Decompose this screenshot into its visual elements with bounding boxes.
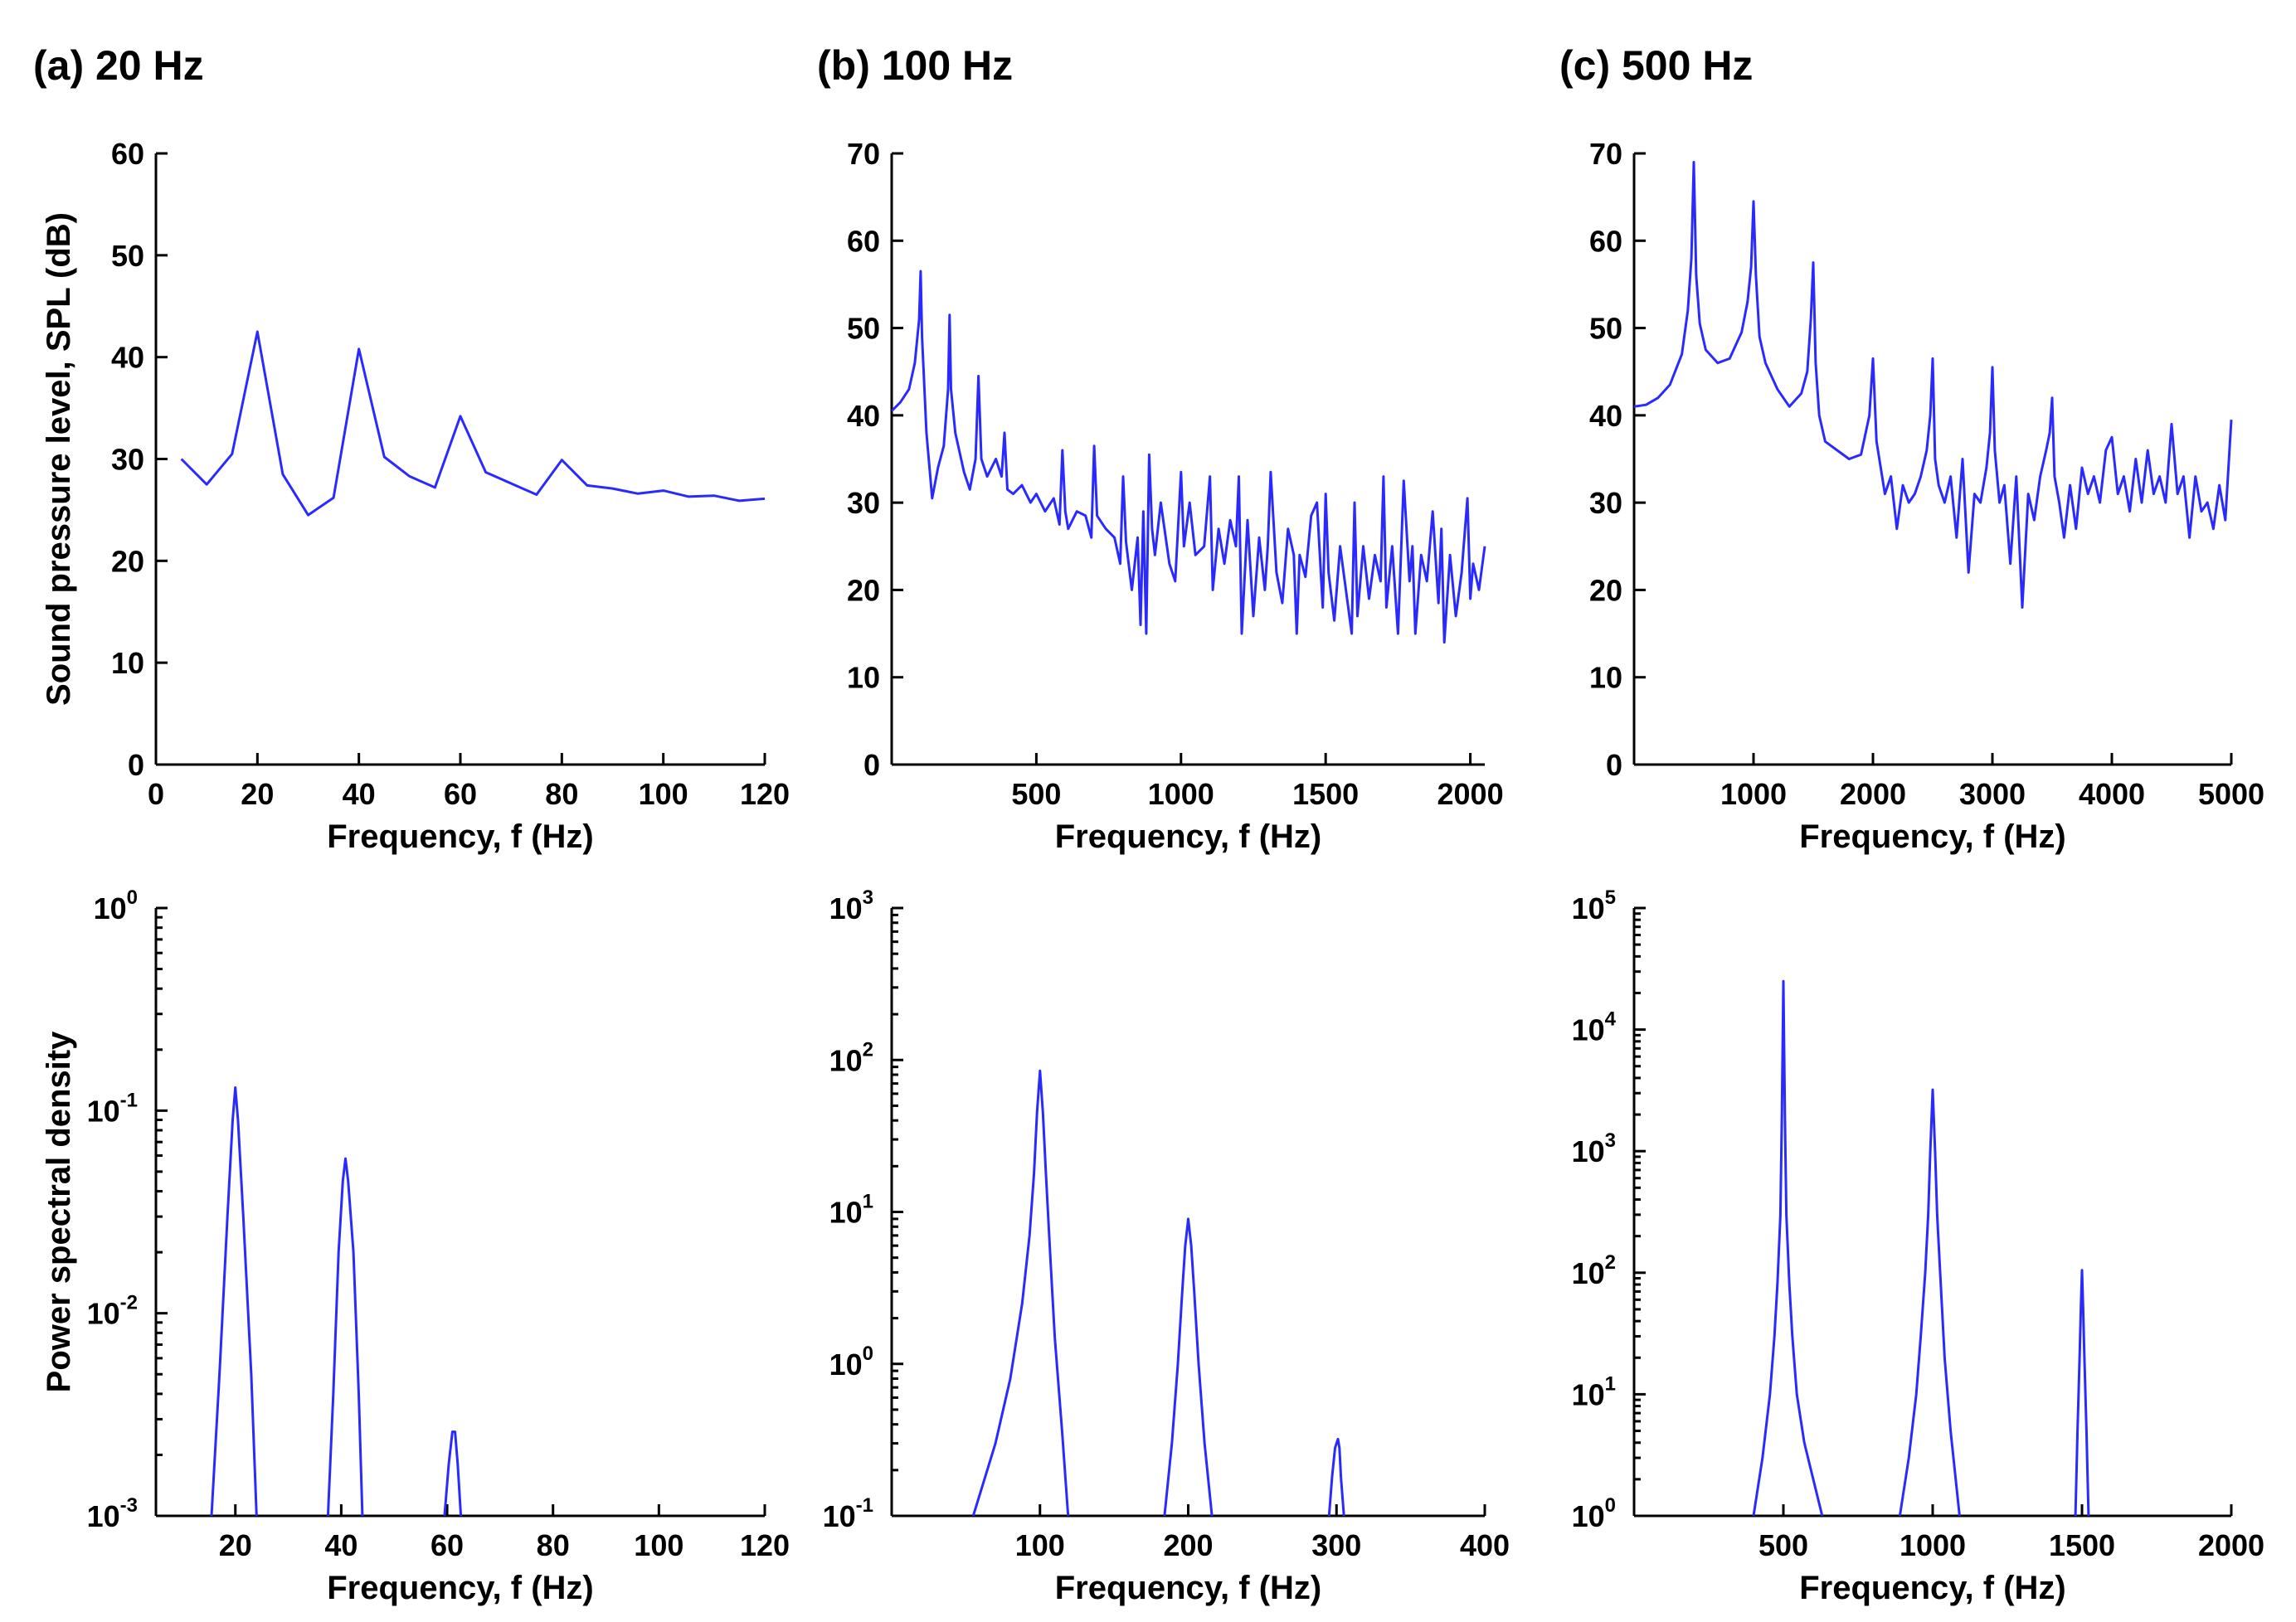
series-peak-3 [443,1430,463,1516]
y-tick-label: 100 [94,886,138,925]
x-tick-label: 60 [430,1528,464,1562]
x-tick-label: 200 [1163,1528,1213,1562]
y-tick-label: 103 [1572,1129,1616,1168]
y-tick-label: 10-1 [87,1089,138,1128]
y-tick-label: 40 [111,341,144,375]
series-line [1634,161,2233,609]
x-tick-label: 100 [1015,1528,1065,1562]
series-peak-1 [971,1069,1070,1516]
x-tick-label: 1500 [2049,1528,2115,1562]
y-tick-label: 102 [1572,1251,1616,1290]
panel-title: (b) 100 Hz [817,42,1013,89]
y-tick-label: 30 [1589,486,1622,520]
x-axis-label: Frequency, f (Hz) [327,818,594,855]
chart-b-spl: (b) 100 Hz 0 10 20 30 40 50 60 70 500 1000 1500 2000… [817,42,1504,855]
y-tick-label: 60 [847,224,880,258]
x-tick-label: 80 [545,777,578,811]
x-tick-label: 40 [343,777,376,811]
chart-a-psd: 10-3 10-2 10-1 100 20 40 60 80 100 120 Frequency, … [41,886,790,1606]
x-tick-label: 100 [639,777,688,811]
x-tick-label: 500 [1758,1528,1808,1562]
x-axis-label: Frequency, f (Hz) [1055,818,1322,855]
y-tick-label: 10 [847,661,880,695]
y-tick-label: 10-2 [87,1292,138,1331]
y-tick-label: 102 [829,1038,873,1077]
y-tick-label: 20 [847,573,880,607]
y-tick-label: 50 [111,239,144,273]
panel-title: (a) 20 Hz [33,42,204,89]
x-tick-label: 1000 [1148,777,1214,811]
x-tick-label: 2000 [2198,1528,2264,1562]
y-tick-label: 10 [111,646,144,680]
y-tick-label: 40 [1589,399,1622,433]
x-tick-label: 120 [740,777,790,811]
y-tick-label: 101 [1572,1372,1616,1411]
x-axis-label: Frequency, f (Hz) [1055,1570,1322,1606]
y-tick-label: 0 [863,748,880,782]
x-tick-label: 1000 [1720,777,1787,811]
y-tick-label: 60 [111,137,144,171]
series-peak-1 [210,1086,258,1516]
series-peak-3 [1327,1437,1345,1516]
y-tick-label: 20 [1589,573,1622,607]
chart-c-psd: 100 101 102 103 104 105 500 1000 1500 2000 Frequen… [1572,886,2264,1606]
y-tick-label: 30 [847,486,880,520]
x-tick-label: 60 [444,777,477,811]
x-tick-label: 0 [148,777,164,811]
y-tick-label: 101 [829,1191,873,1230]
y-tick-label: 50 [847,312,880,346]
y-tick-label: 20 [111,544,144,578]
x-tick-label: 500 [1011,777,1061,811]
series-peak-2 [1163,1217,1214,1516]
y-tick-label: 0 [128,748,144,782]
x-tick-label: 2000 [1437,777,1504,811]
y-tick-label: 105 [1572,886,1616,925]
x-tick-label: 40 [324,1528,358,1562]
y-axis-label: Sound pressure level, SPL (dB) [41,212,77,706]
series-line [892,270,1486,644]
y-tick-label: 50 [1589,312,1622,346]
x-tick-label: 20 [219,1528,252,1562]
y-tick-label: 60 [1589,224,1622,258]
x-axis-label: Frequency, f (Hz) [327,1570,594,1606]
y-tick-label: 30 [111,443,144,477]
y-tick-label: 100 [829,1343,873,1382]
series-peak-3 [2074,1269,2090,1516]
chart-c-spl: (c) 500 Hz 0 10 20 30 40 50 60 70 1000 2000 3000 400… [1559,42,2264,855]
x-tick-label: 120 [740,1528,790,1562]
x-tick-label: 300 [1311,1528,1361,1562]
series-peak-1 [1752,979,1824,1516]
y-tick-label: 103 [829,886,873,925]
x-tick-label: 5000 [2198,777,2264,811]
x-tick-label: 1500 [1292,777,1359,811]
x-tick-label: 400 [1460,1528,1510,1562]
y-tick-label: 0 [1606,748,1622,782]
series-line [180,330,766,517]
x-axis-label: Frequency, f (Hz) [1799,1570,2066,1606]
x-tick-label: 100 [634,1528,683,1562]
x-tick-label: 2000 [1840,777,1906,811]
y-tick-label: 100 [1572,1494,1616,1533]
y-tick-label: 70 [847,137,880,171]
series-peak-2 [326,1157,364,1516]
x-axis-label: Frequency, f (Hz) [1799,818,2066,855]
x-tick-label: 20 [241,777,274,811]
y-tick-label: 40 [847,399,880,433]
x-tick-label: 80 [537,1528,570,1562]
y-axis-label: Power spectral density [41,1031,77,1392]
x-tick-label: 1000 [1900,1528,1966,1562]
y-tick-label: 70 [1589,137,1622,171]
chart-b-psd: 10-1 100 101 102 103 100 200 300 400 Frequency, f… [823,886,1510,1606]
panel-title: (c) 500 Hz [1559,42,1753,89]
y-tick-label: 10-1 [823,1494,873,1533]
chart-a-spl: (a) 20 Hz 0 10 20 30 40 50 60 0 20 40 60 80 100 120 Fre… [33,42,790,855]
y-tick-label: 10 [1589,661,1622,695]
x-tick-label: 3000 [1959,777,2026,811]
y-tick-label: 104 [1572,1008,1617,1047]
y-tick-label: 10-3 [87,1494,138,1533]
x-tick-label: 4000 [2079,777,2145,811]
series-peak-2 [1898,1088,1961,1516]
